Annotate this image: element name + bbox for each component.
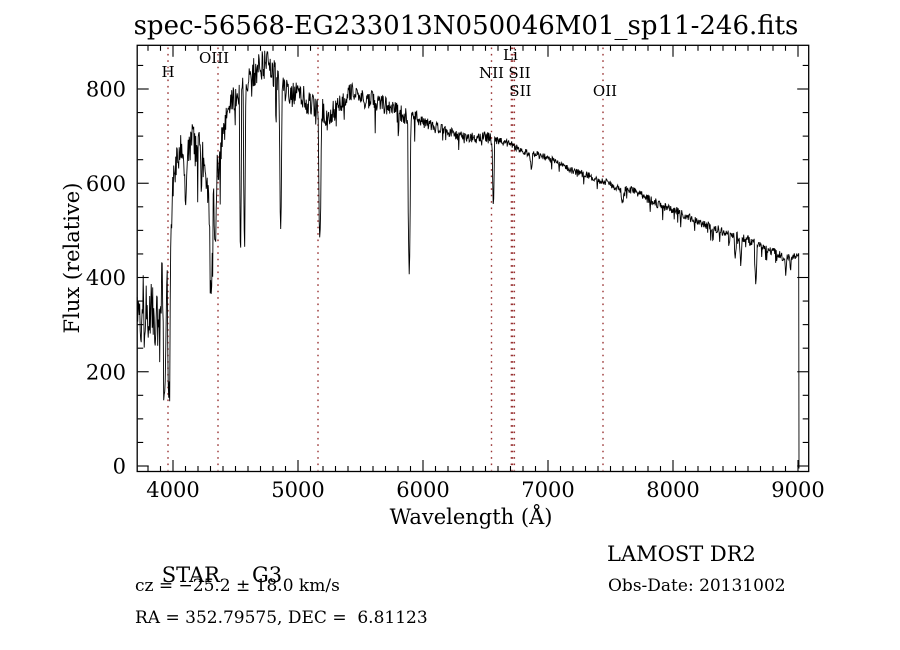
y-axis-label: Flux (relative): [60, 183, 84, 334]
cz-value: cz = −25.2 ± 18.0 km/s: [135, 576, 340, 596]
ra-dec-value: RA = 352.79575, DEC = 6.81123: [135, 608, 428, 628]
classification-line: STAR G3: [135, 544, 282, 607]
line-marker-label: Li: [503, 46, 518, 64]
line-marker-label: H: [161, 63, 174, 81]
y-tick-label: 600: [86, 172, 126, 196]
object-subclass: G3: [251, 563, 283, 587]
spectrum-trace: [136, 50, 800, 469]
plot-title: spec-56568-EG233013N050046M01_sp11-246.f…: [134, 11, 799, 41]
line-marker-label: OIII: [199, 49, 229, 67]
line-marker-label: OII: [593, 82, 617, 100]
obs-date: Obs-Date: 20131002: [608, 576, 786, 596]
x-tick-label: 6000: [396, 478, 449, 502]
x-tick-label: 7000: [521, 478, 574, 502]
x-tick-label: 8000: [646, 478, 699, 502]
x-axis-label: Wavelength (Å): [390, 504, 553, 529]
x-tick-label: 9000: [771, 478, 824, 502]
y-tick-label: 200: [86, 360, 126, 384]
x-tick-label: 5000: [271, 478, 324, 502]
y-tick-label: 0: [113, 455, 126, 479]
line-marker-label: NII: [479, 64, 504, 82]
y-tick-label: 800: [86, 78, 126, 102]
survey-label: LAMOST DR2: [607, 542, 756, 566]
plot-frame: [136, 44, 810, 473]
line-marker-label: SII: [509, 82, 531, 100]
y-tick-label: 400: [86, 266, 126, 290]
x-tick-label: 4000: [146, 478, 199, 502]
object-class: STAR: [161, 563, 220, 587]
line-marker-label: SII: [508, 64, 530, 82]
